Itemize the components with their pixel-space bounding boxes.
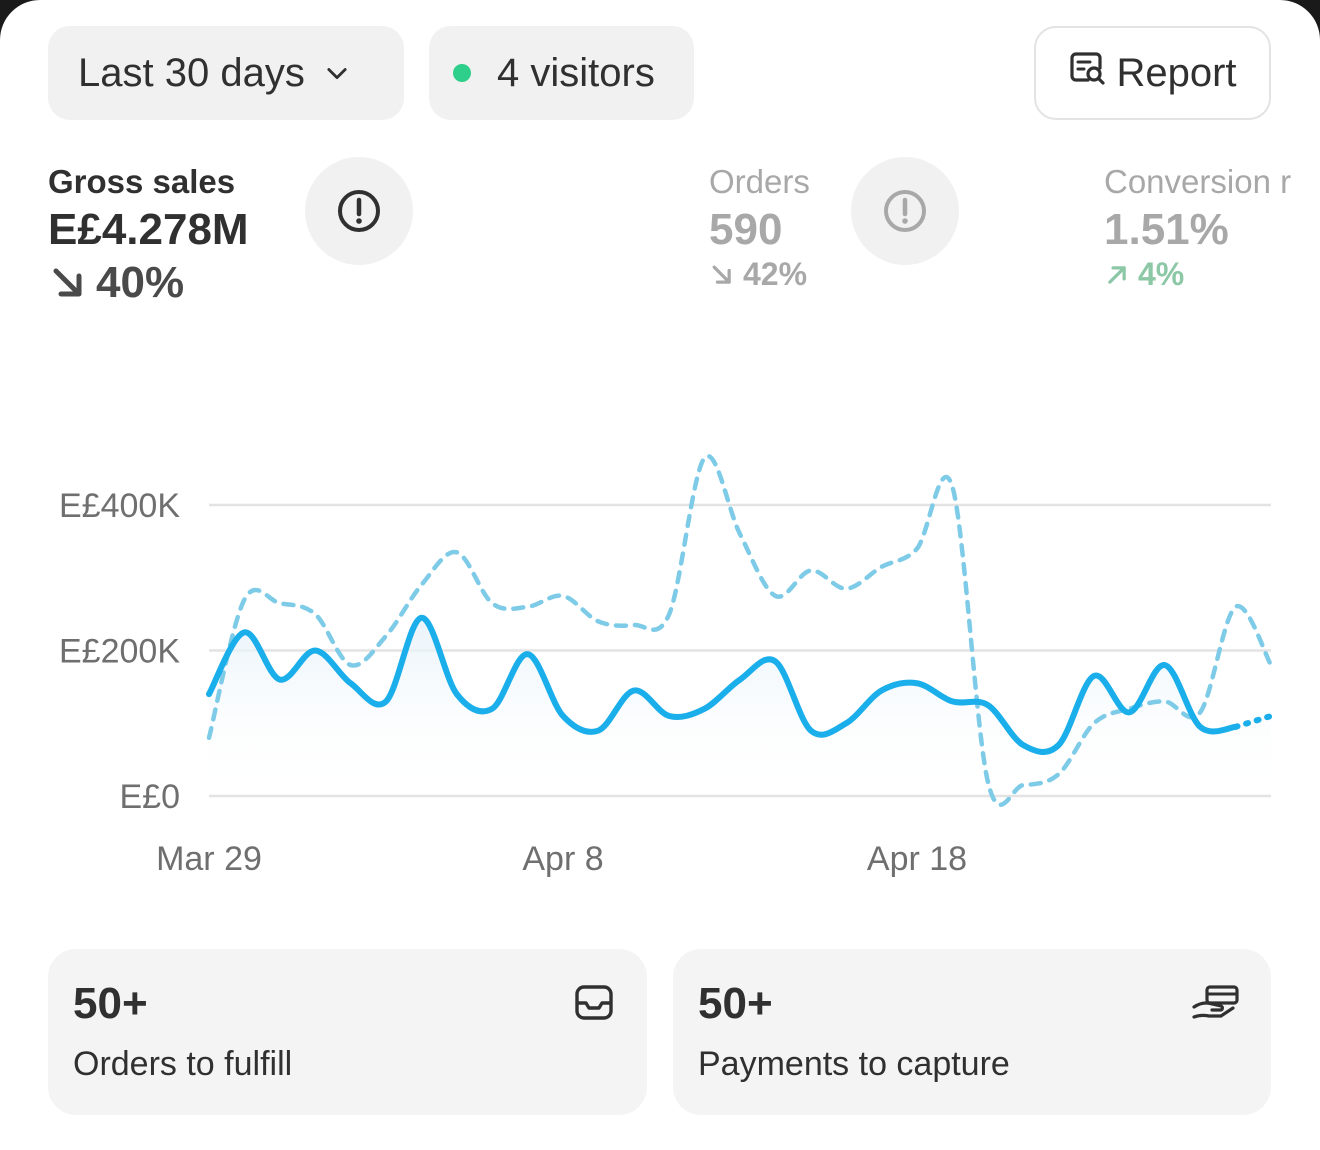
payments-to-capture-card[interactable]: 50+ Payments to capture: [673, 949, 1271, 1115]
primary-series-projection: [1232, 712, 1274, 730]
primary-series-area: [209, 617, 1271, 796]
report-icon: [1068, 48, 1116, 98]
chevron-down-icon: [323, 59, 351, 87]
gross-sales-chart[interactable]: E£400K E£200K E£0 Mar 29 Apr 8 Apr 18: [0, 440, 1320, 900]
metric-label: Conversion r: [1104, 163, 1292, 200]
metric-gross-sales[interactable]: Gross sales E£4.278M 40%: [48, 162, 249, 308]
card-count: 50+: [73, 979, 148, 1028]
date-range-selector[interactable]: Last 30 days: [48, 26, 404, 120]
live-visitors-button[interactable]: 4 visitors: [429, 26, 694, 120]
y-tick-label: E£200K: [59, 633, 180, 671]
alert-circle-icon: [884, 190, 926, 232]
metric-delta: 42%: [709, 256, 810, 293]
alert-circle-icon: [338, 190, 380, 232]
y-tick-label: E£400K: [59, 487, 180, 525]
x-tick-label: Mar 29: [156, 840, 262, 878]
arrow-down-right-icon: [53, 268, 82, 297]
arrow-up-right-icon: [1108, 265, 1126, 284]
primary-series-line: [206, 614, 1239, 755]
comparison-series-line: [206, 453, 1274, 808]
report-button[interactable]: Report: [1034, 26, 1271, 120]
card-count: 50+: [698, 979, 773, 1028]
metric-label: Gross sales: [48, 163, 236, 200]
metric-value: E£4.278M: [48, 205, 249, 254]
visitors-label: 4 visitors: [497, 50, 655, 95]
date-range-label: Last 30 days: [78, 50, 305, 95]
y-tick-label: E£0: [120, 778, 181, 816]
metric-delta: 40%: [48, 258, 249, 308]
report-label: Report: [1116, 50, 1237, 95]
metric-label: Orders: [709, 163, 810, 200]
metric-delta: 4%: [1104, 256, 1320, 293]
gross-sales-info-button[interactable]: [305, 157, 413, 265]
orders-info-button[interactable]: [851, 157, 959, 265]
metric-orders[interactable]: Orders 590 42%: [709, 162, 810, 293]
x-tick-label: Apr 18: [867, 840, 967, 878]
card-label: Payments to capture: [698, 1045, 1010, 1083]
arrow-down-right-icon: [712, 265, 731, 284]
orders-to-fulfill-card[interactable]: 50+ Orders to fulfill: [48, 949, 647, 1115]
inbox-icon: [573, 983, 617, 1028]
metric-value: 1.51%: [1104, 205, 1229, 254]
live-status-dot: [453, 64, 471, 82]
metric-value: 590: [709, 205, 783, 254]
metric-conversion-rate[interactable]: Conversion r 1.51% 4%: [1104, 162, 1320, 293]
x-tick-label: Apr 8: [522, 840, 603, 878]
hand-cash-icon: [1191, 983, 1241, 1028]
card-label: Orders to fulfill: [73, 1045, 293, 1083]
